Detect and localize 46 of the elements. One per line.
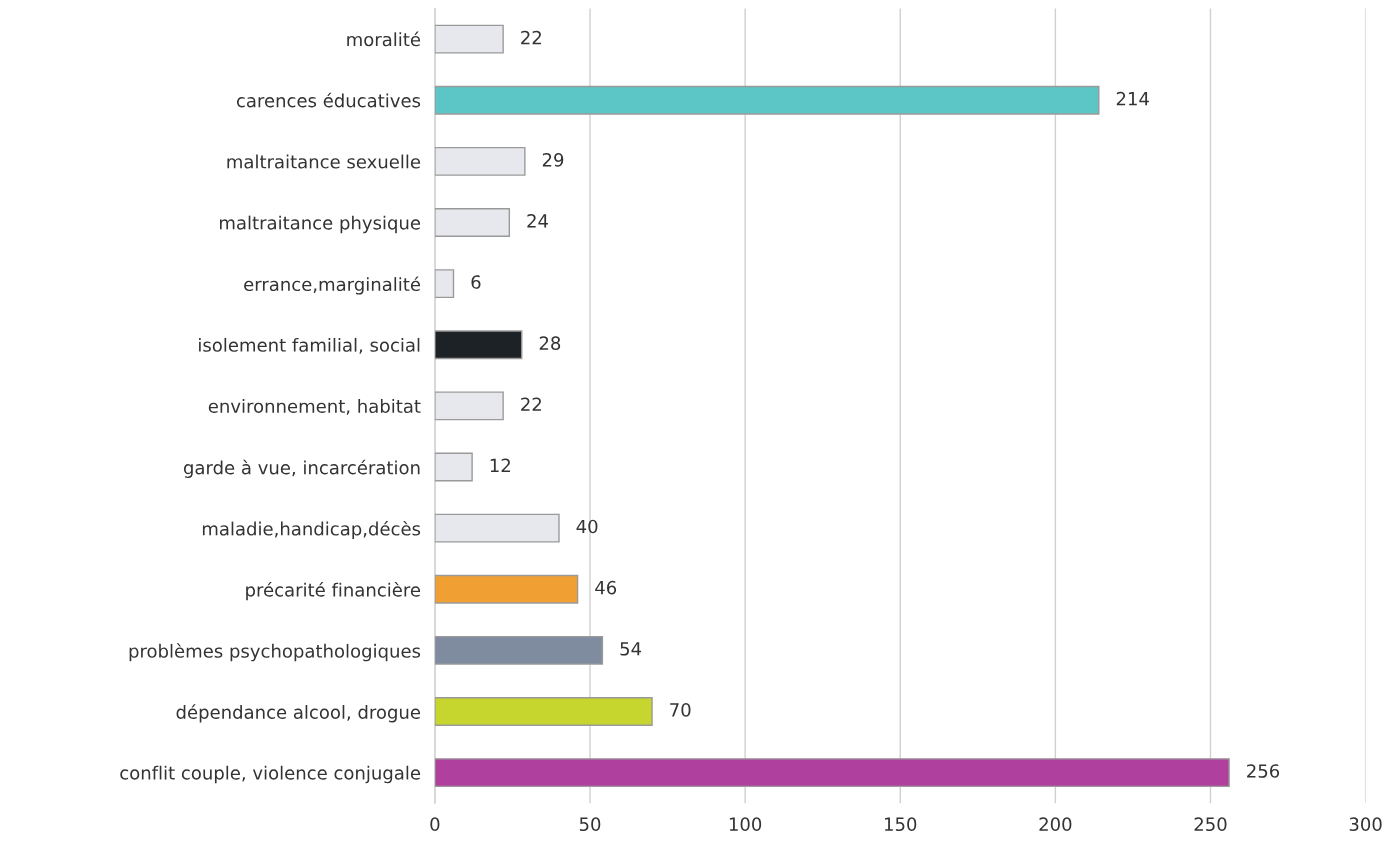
y-tick-label: maltraitance physique [220, 215, 421, 234]
y-tick-label: garde à vue, incarcération [183, 459, 420, 478]
data-label: 24 [527, 214, 548, 228]
y-tick-label: précarité financière [246, 582, 421, 601]
bar [434, 635, 604, 665]
bar [434, 513, 560, 543]
x-tick-label: 50 [579, 817, 601, 832]
bar [434, 391, 504, 421]
bar [434, 758, 1230, 788]
data-label: 214 [1116, 91, 1149, 106]
y-tick-label: moralité [347, 31, 421, 47]
data-label: 12 [490, 458, 510, 472]
y-tick-label: environnement, habitat [208, 399, 421, 415]
bar [434, 85, 1100, 115]
x-tick-label: 250 [1194, 817, 1227, 832]
bar [434, 330, 523, 360]
x-tick-label: 0 [430, 817, 440, 832]
y-tick-label: dépendance alcool, drogue [176, 704, 421, 723]
y-tick-label: maladie,handicap,décès [202, 520, 421, 540]
data-label: 6 [471, 275, 481, 289]
x-tick-label: 150 [885, 817, 917, 832]
data-label: 54 [620, 642, 642, 656]
x-tick-label: 100 [729, 817, 762, 832]
data-label: 22 [521, 30, 541, 45]
y-tick-label: carences éducatives [236, 92, 421, 108]
bar [434, 208, 511, 237]
data-label: 28 [539, 336, 561, 350]
data-label: 46 [595, 580, 617, 595]
y-tick-label: isolement familial, social [199, 337, 420, 354]
bar [434, 574, 579, 604]
x-tick-label: 300 [1349, 817, 1382, 832]
y-tick-label: maltraitance sexuelle [227, 154, 421, 169]
data-label: 29 [542, 152, 564, 167]
data-label: 40 [576, 519, 598, 534]
bar [434, 697, 653, 726]
y-tick-label: errance,marginalité [244, 276, 421, 295]
y-tick-label: problèmes psychopathologiques [129, 643, 421, 662]
data-label: 256 [1247, 764, 1280, 778]
bar [434, 452, 473, 482]
x-tick-label: 200 [1039, 817, 1072, 832]
data-label: 70 [670, 703, 691, 717]
bar [434, 269, 455, 299]
y-tick-label: conflit couple, violence conjugale [120, 765, 421, 784]
bar [434, 24, 504, 54]
bar [434, 146, 526, 176]
data-label: 22 [521, 397, 541, 411]
